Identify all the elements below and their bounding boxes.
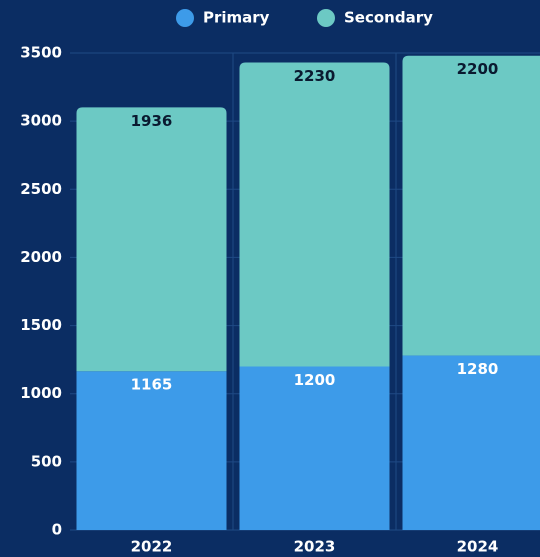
value-label: 2230 — [294, 67, 336, 85]
legend-swatch — [176, 9, 194, 27]
value-label: 1936 — [131, 112, 173, 130]
y-tick-label: 0 — [52, 521, 62, 539]
value-label: 2200 — [457, 60, 499, 78]
value-label: 1165 — [131, 376, 173, 394]
legend-label: Secondary — [344, 9, 433, 27]
y-tick-label: 1500 — [20, 316, 62, 334]
bar-segment — [76, 371, 227, 530]
y-tick-label: 1000 — [20, 384, 62, 402]
value-label: 1200 — [294, 371, 336, 389]
bar-segment — [76, 107, 227, 372]
value-label: 1280 — [457, 360, 499, 378]
legend-label: Primary — [203, 9, 270, 27]
y-tick-label: 3000 — [20, 112, 62, 130]
bar-segment — [239, 62, 390, 367]
legend-swatch — [317, 9, 335, 27]
y-tick-label: 3500 — [20, 44, 62, 62]
bar-segment — [402, 55, 540, 356]
x-tick-label: 2024 — [457, 538, 499, 556]
y-tick-label: 500 — [31, 452, 62, 470]
bar-segment — [239, 366, 390, 530]
y-tick-label: 2500 — [20, 180, 62, 198]
x-tick-label: 2022 — [131, 538, 173, 556]
x-tick-label: 2023 — [294, 538, 336, 556]
bar-segment — [402, 355, 540, 530]
y-tick-label: 2000 — [20, 248, 62, 266]
